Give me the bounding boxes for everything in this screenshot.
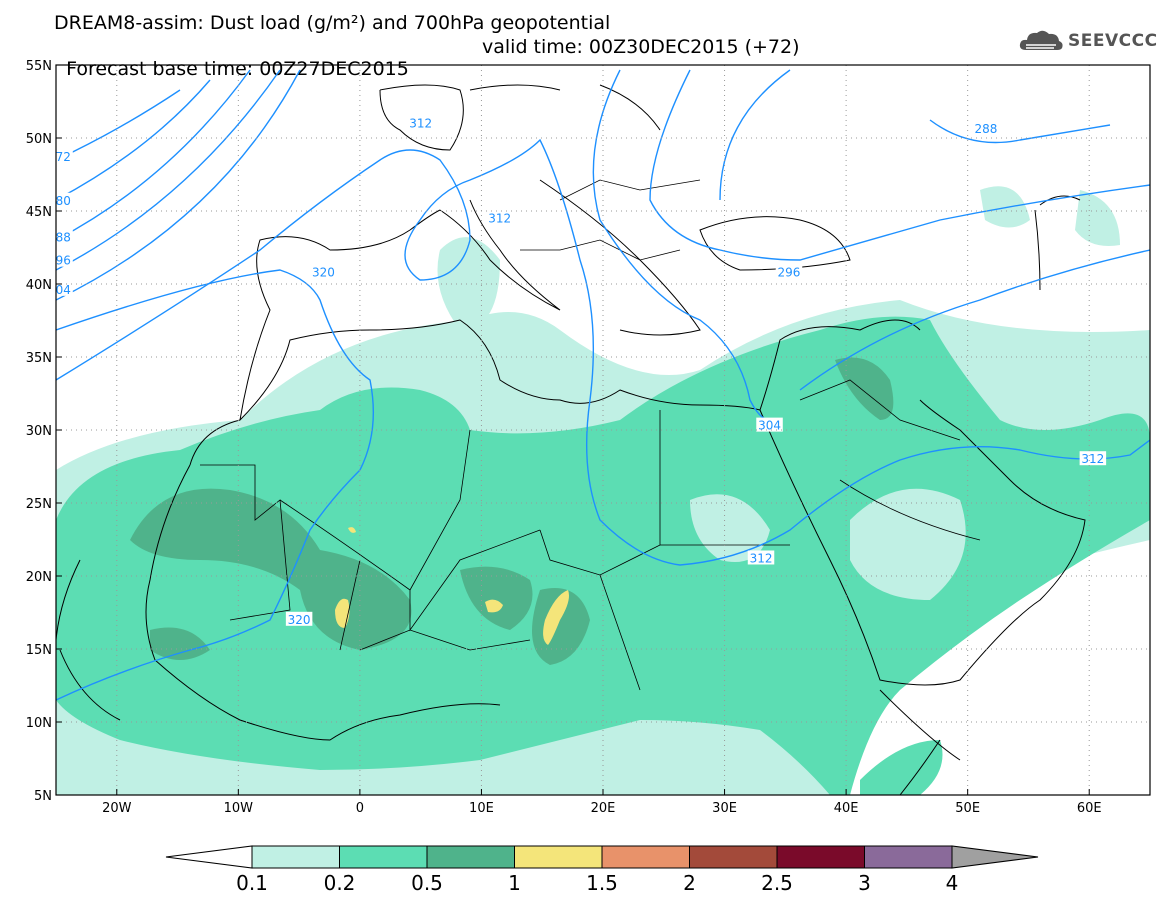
- map-title: DREAM8-assim: Dust load (g/m²) and 700hP…: [54, 12, 611, 34]
- contour-label-bg: [56, 192, 73, 207]
- lon-tick-label: 60E: [1077, 801, 1102, 816]
- colorbar-low-arrow: [165, 845, 253, 869]
- lat-tick-label: 25N: [26, 497, 52, 512]
- base-time: Forecast base time: 00Z27DEC2015: [66, 58, 409, 80]
- contour-label: 296: [778, 265, 801, 279]
- contour-label-bg: [972, 121, 1000, 136]
- colorbar-label: 2.5: [761, 871, 793, 895]
- lon-tick-label: 20E: [591, 801, 616, 816]
- valid-time: valid time: 00Z30DEC2015 (+72): [482, 36, 800, 58]
- colorbar-swatch: [426, 845, 515, 869]
- contour-label: 312: [409, 116, 432, 130]
- contour-label: 312: [1081, 452, 1104, 466]
- colorbar-label: 0.5: [411, 871, 443, 895]
- contour-label-bg: [56, 148, 73, 163]
- contour-label: 304: [758, 419, 781, 433]
- lon-tick-label: 10E: [469, 801, 494, 816]
- cloud-icon: [1019, 30, 1063, 50]
- country-borders: [200, 179, 981, 691]
- colorbar-swatch: [864, 845, 953, 869]
- lon-tick-label: 30E: [712, 801, 737, 816]
- colorbar-label: 1: [508, 871, 521, 895]
- graticule: [56, 65, 1150, 795]
- dust-layer-1: [335, 527, 569, 645]
- contour-label-bg: [56, 229, 73, 244]
- colorbar-swatch: [251, 845, 340, 869]
- lat-tick-label: 40N: [26, 278, 52, 293]
- lat-tick-label: 50N: [26, 132, 52, 147]
- contour-label-bg: [1079, 451, 1107, 466]
- lat-tick-label: 15N: [26, 643, 52, 658]
- contour-label: 96: [56, 254, 71, 268]
- seevccc-logo: SEEVCCC: [1018, 26, 1158, 56]
- contour-label: 320: [312, 265, 335, 279]
- colorbar-swatch: [601, 845, 690, 869]
- colorbar-label: 4: [946, 871, 959, 895]
- colorbar-swatch: [689, 845, 778, 869]
- colorbar-label: 0.2: [324, 871, 356, 895]
- lon-tick-label: 0: [356, 801, 364, 816]
- contour-label-bg: [310, 264, 337, 279]
- lat-tick-label: 20N: [26, 570, 52, 585]
- contour-label-bg: [756, 417, 783, 432]
- contour-label: 88: [56, 230, 71, 244]
- logo-text: SEEVCCC: [1068, 31, 1158, 51]
- colorbar-label: 2: [683, 871, 696, 895]
- contour-label: 80: [56, 194, 71, 208]
- contour-label: 320: [288, 613, 311, 627]
- contour-labels: 312 312 320 320 304 312 312 296 288 72 80 88 96 04: [56, 115, 1107, 627]
- contour-label-bg: [486, 210, 513, 225]
- contour-label-bg: [285, 611, 313, 626]
- contour-label: 312: [488, 211, 511, 225]
- contour-label-bg: [775, 264, 803, 279]
- lat-tick-label: 5N: [34, 789, 52, 804]
- lat-tick-label: 35N: [26, 351, 52, 366]
- contour-label-bg: [56, 281, 73, 296]
- colorbar-swatch: [776, 845, 865, 869]
- geopotential-contours: [56, 69, 1150, 701]
- lon-tick-label: 20W: [102, 801, 132, 816]
- lat-tick-label: 45N: [26, 205, 52, 220]
- contour-label: 04: [56, 283, 71, 297]
- lon-tick-label: 50E: [955, 801, 980, 816]
- lon-tick-label: 10W: [224, 801, 254, 816]
- contour-label-bg: [56, 252, 73, 267]
- axis-ticks: 20W 10W 0 10E 20E 30E 40E 50E 60E 55N 50N 45N 40N 35N…: [26, 59, 1102, 816]
- colorbar-label: 3: [858, 871, 871, 895]
- lat-tick-label: 10N: [26, 716, 52, 731]
- lat-tick-label: 30N: [26, 424, 52, 439]
- contour-label-bg: [407, 115, 434, 130]
- colorbar-label: 1.5: [586, 871, 618, 895]
- lon-tick-label: 40E: [834, 801, 859, 816]
- map-subtitle: Forecast base time: 00Z27DEC2015 valid t…: [54, 36, 799, 102]
- contour-label: 288: [974, 122, 997, 136]
- contour-label: 72: [56, 150, 71, 164]
- colorbar-label: 0.1: [236, 871, 268, 895]
- colorbar-high-arrow: [951, 845, 1039, 869]
- contour-label-bg: [747, 550, 775, 565]
- colorbar-swatch: [339, 845, 428, 869]
- coastlines: [56, 84, 1086, 795]
- colorbar-swatch: [514, 845, 603, 869]
- contour-label: 312: [750, 551, 773, 565]
- lat-tick-label: 55N: [26, 59, 52, 74]
